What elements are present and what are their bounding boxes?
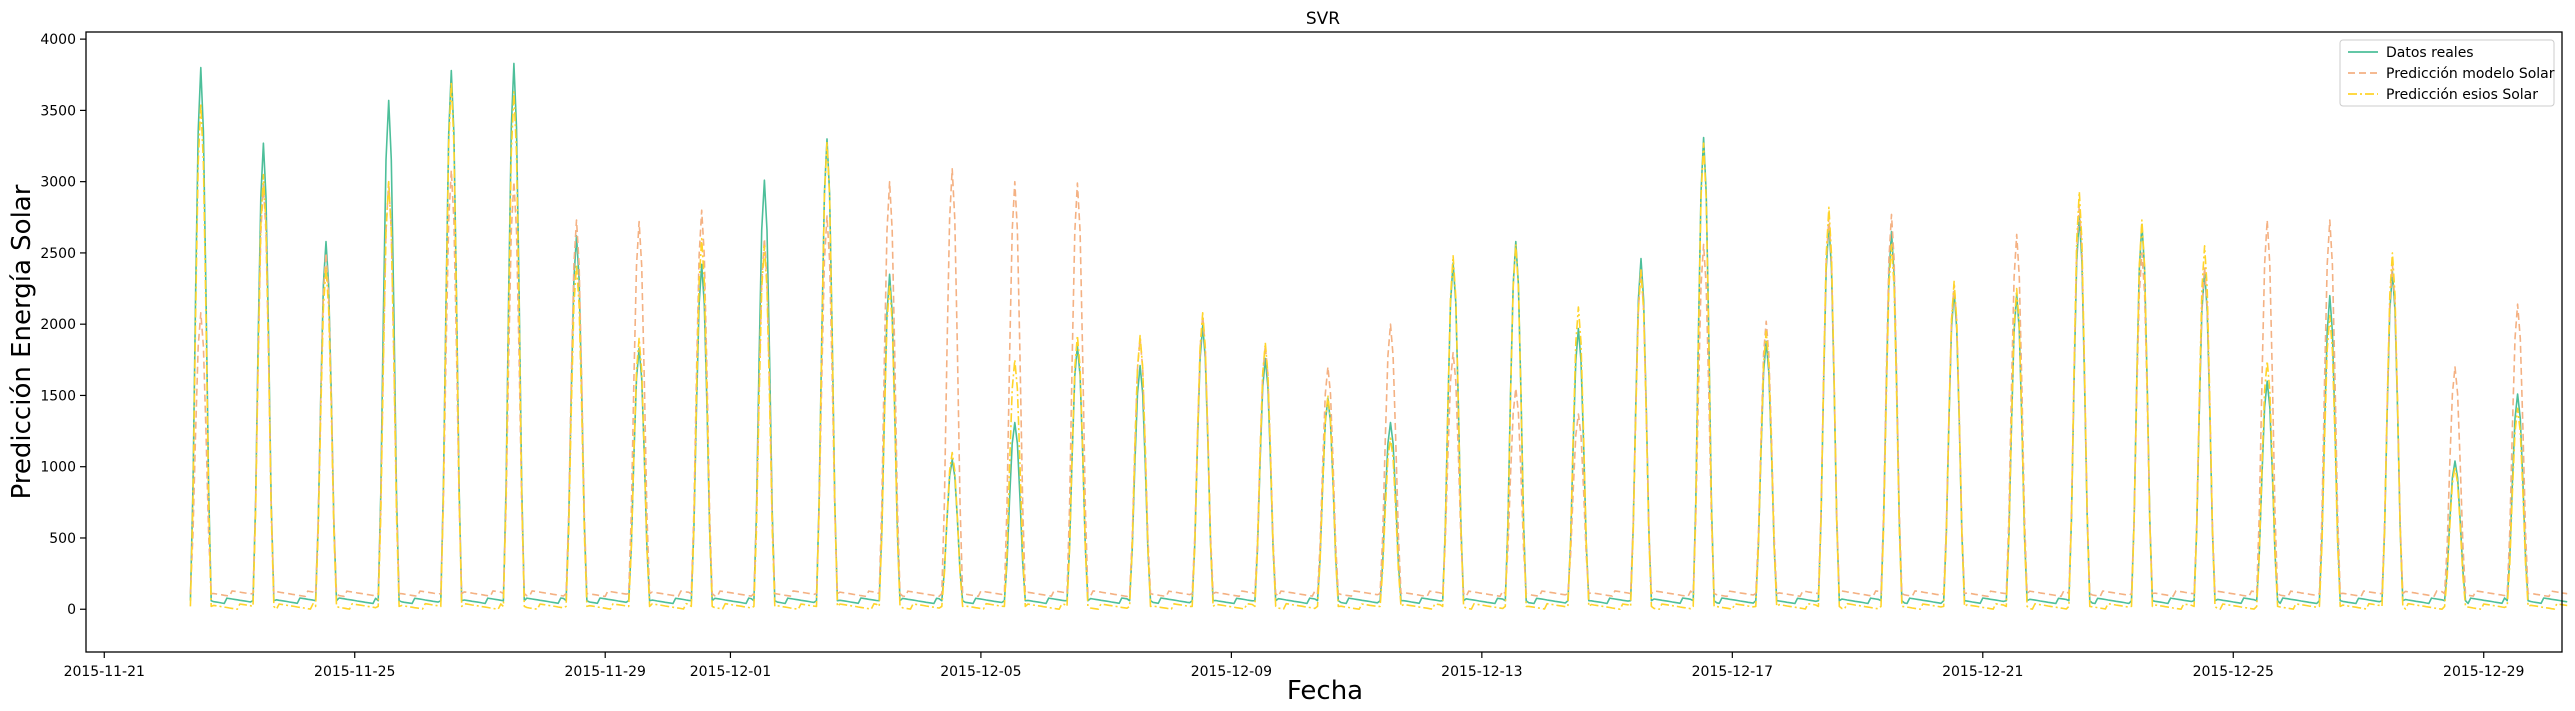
x-tick-label: 2015-12-21 — [1942, 664, 2023, 680]
y-axis-label: Predicción Energía Solar — [7, 184, 37, 499]
series-line — [189, 81, 2568, 611]
x-tick-label: 2015-11-29 — [565, 664, 646, 680]
y-tick-label: 0 — [67, 602, 76, 618]
x-axis-label: Fecha — [1287, 676, 1363, 706]
y-tick-label: 4000 — [40, 32, 76, 48]
x-tick-label: 2015-12-01 — [690, 664, 771, 680]
legend-label: Datos reales — [2386, 45, 2474, 61]
y-tick-label: 3500 — [40, 103, 76, 119]
y-tick-label: 500 — [49, 531, 76, 547]
series-line — [189, 62, 2568, 605]
y-tick-label: 1000 — [40, 460, 76, 476]
y-axis-ticks: 0 500 1000 1500 2000 2500 3000 3500 4000 — [40, 32, 86, 618]
x-axis-ticks: 2015-11-21 2015-11-25 2015-11-29 2015-12-01… — [64, 652, 2524, 680]
legend-label: Predicción modelo Solar — [2386, 66, 2555, 82]
x-tick-label: 2015-12-29 — [2443, 664, 2524, 680]
x-tick-label: 2015-11-25 — [314, 664, 395, 680]
chart-title: SVR — [1306, 9, 1340, 29]
legend: Datos reales Predicción modelo Solar Predi… — [2339, 39, 2555, 107]
y-tick-label: 3000 — [40, 175, 76, 191]
x-tick-label: 2015-11-21 — [64, 664, 145, 680]
x-tick-label: 2015-12-09 — [1191, 664, 1272, 680]
y-tick-label: 2500 — [40, 246, 76, 262]
legend-box — [2339, 39, 2555, 107]
x-tick-label: 2015-12-13 — [1441, 664, 1522, 680]
plot-frame — [85, 31, 2563, 653]
x-tick-label: 2015-12-17 — [1692, 664, 1773, 680]
x-tick-label: 2015-12-25 — [2193, 664, 2274, 680]
plot-lines — [189, 62, 2568, 611]
legend-label: Predicción esios Solar — [2386, 87, 2538, 103]
y-tick-label: 1500 — [40, 388, 76, 404]
x-tick-label: 2015-12-05 — [940, 664, 1021, 680]
y-tick-label: 2000 — [40, 317, 76, 333]
